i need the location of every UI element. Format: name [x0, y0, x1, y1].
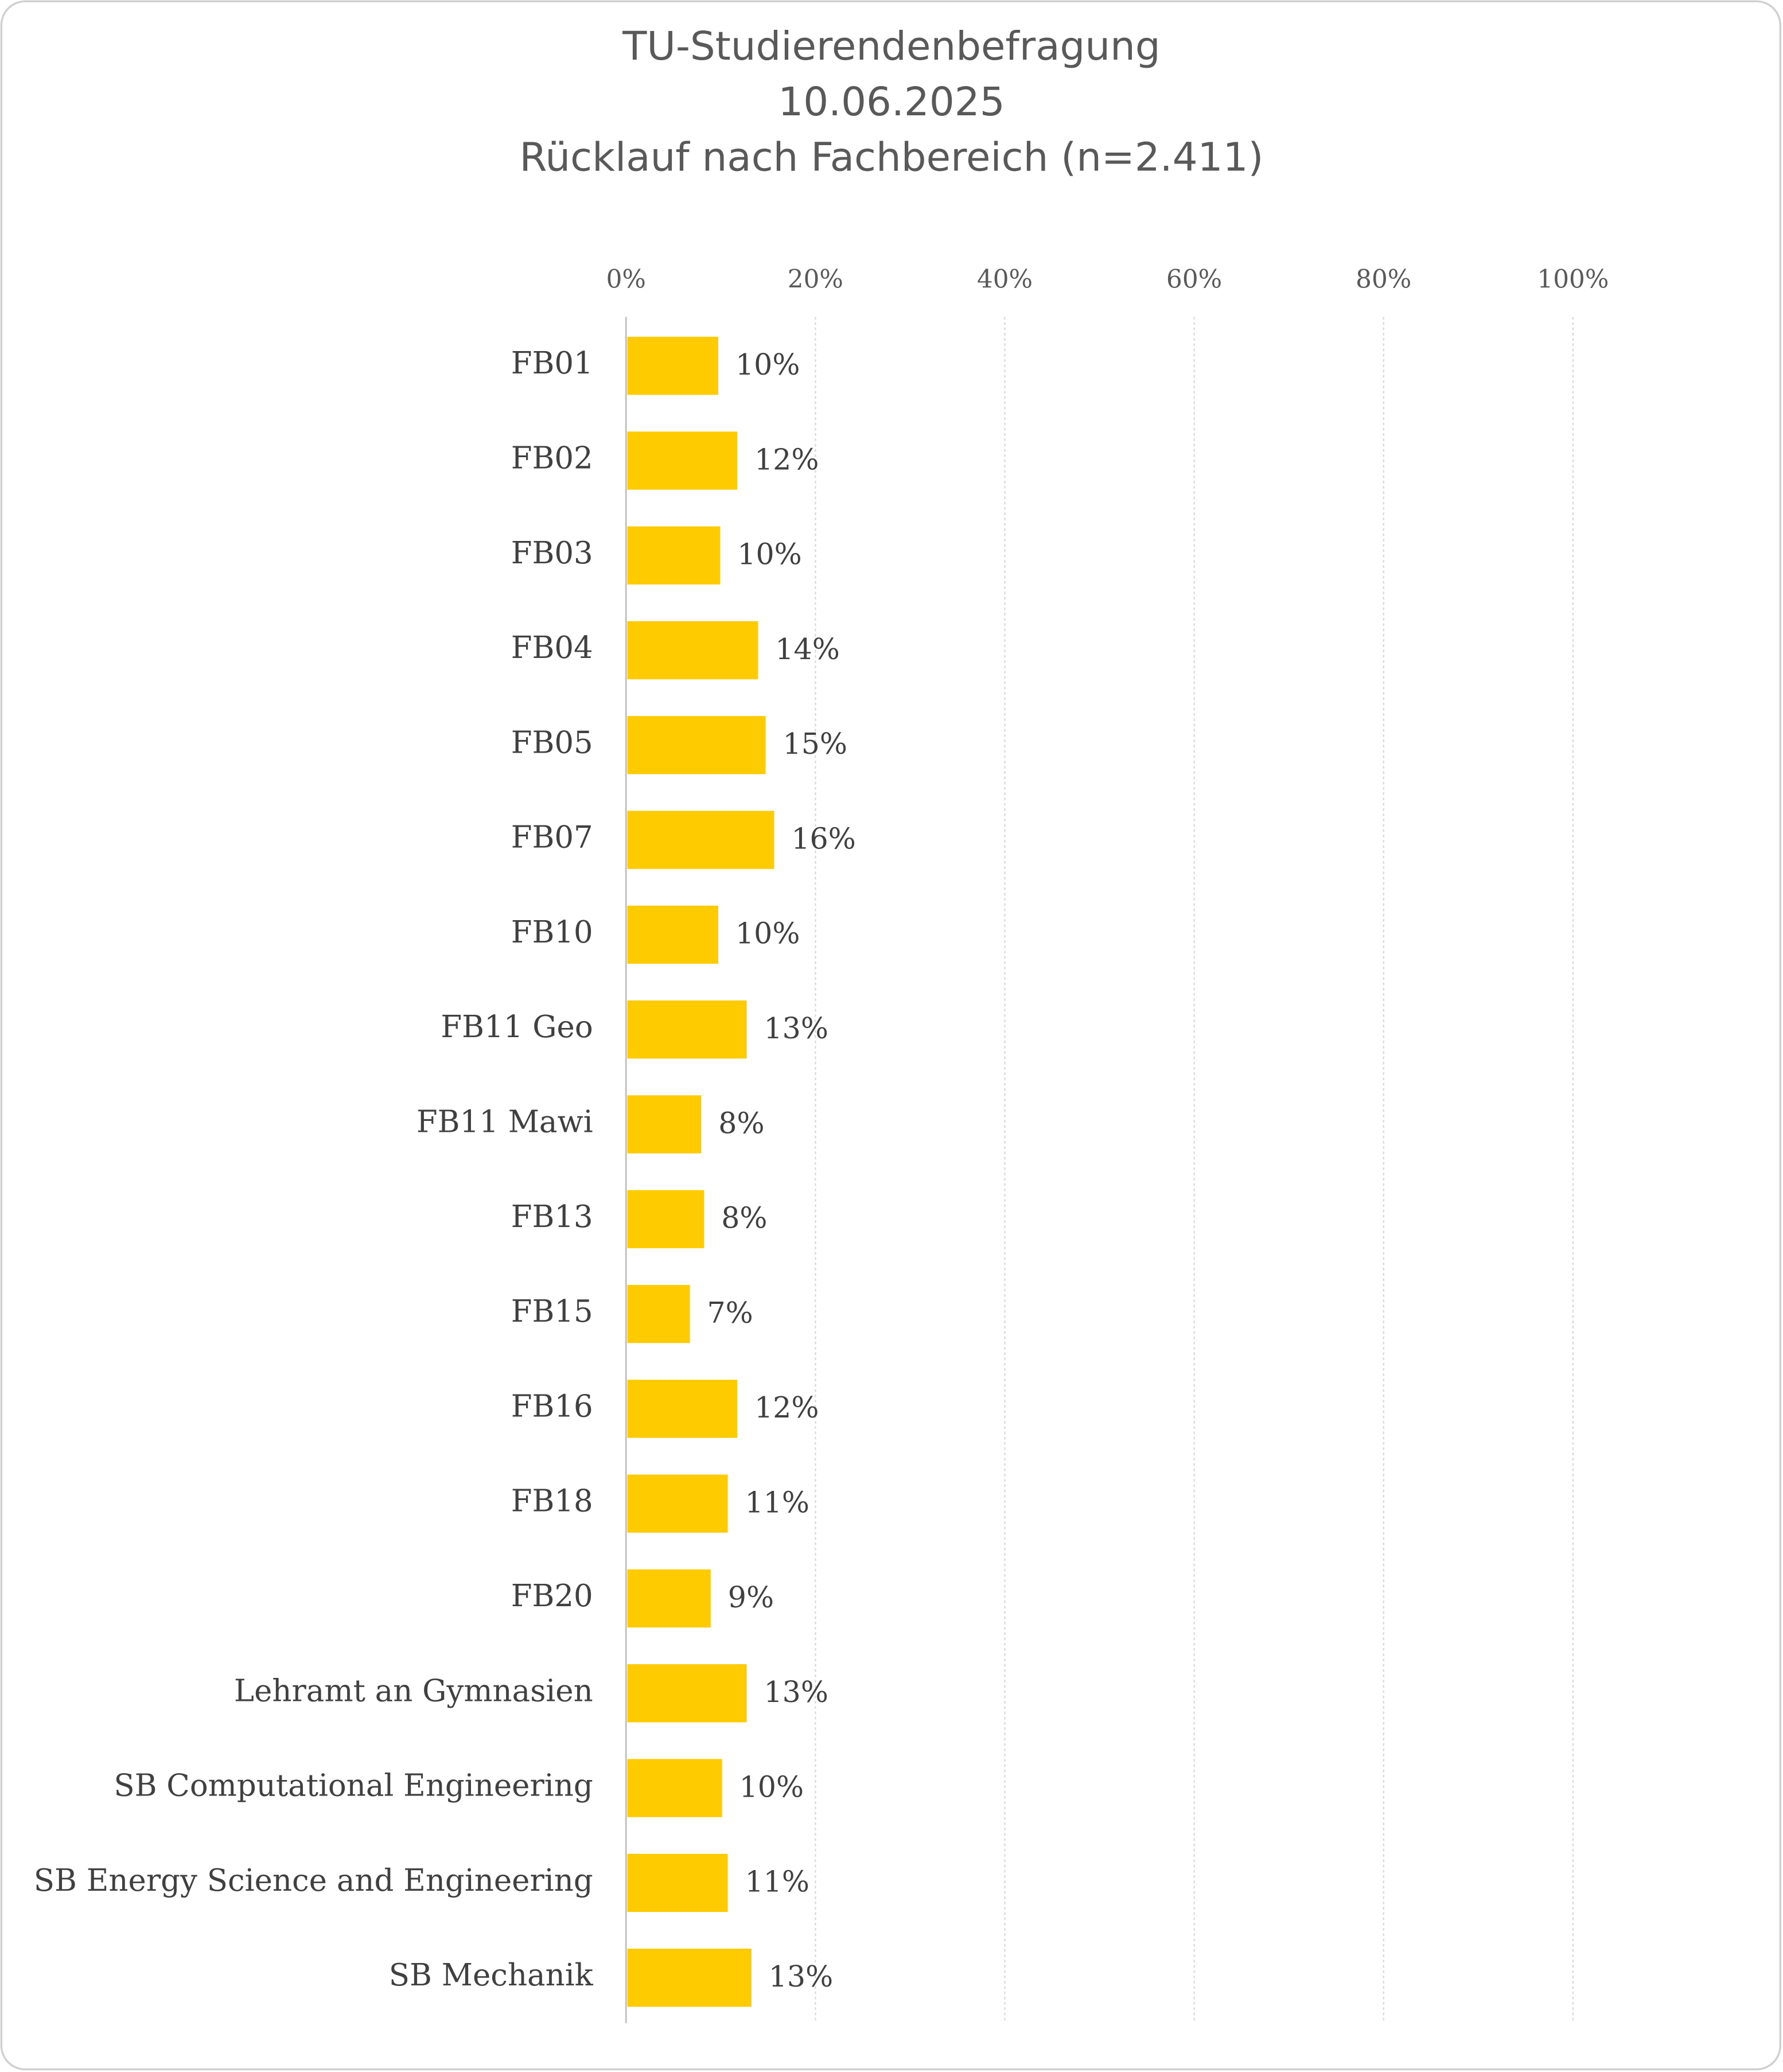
bar: [627, 337, 719, 395]
y-tick-label: FB15: [511, 1294, 593, 1329]
y-tick-label: SB Computational Engineering: [114, 1769, 593, 1804]
bar: [627, 1474, 728, 1533]
bar: [627, 1000, 747, 1059]
data-label: 13%: [764, 1675, 828, 1709]
x-tick-label: 100%: [1537, 264, 1609, 294]
y-tick-label: FB01: [511, 346, 593, 381]
y-tick-label: FB04: [511, 630, 593, 665]
data-label: 10%: [735, 917, 800, 951]
chart-title: TU-Studierendenbefragung: [622, 24, 1160, 69]
data-label: 7%: [707, 1296, 753, 1330]
data-label: 10%: [735, 348, 800, 381]
data-label: 15%: [783, 727, 847, 761]
data-label: 11%: [745, 1865, 809, 1899]
bar: [627, 1759, 722, 1817]
y-tick-label: Lehramt an Gymnasien: [234, 1673, 593, 1708]
bar: [627, 1853, 728, 1912]
y-tick-label: FB13: [511, 1199, 593, 1234]
x-tick-label: 80%: [1356, 264, 1411, 294]
data-label: 12%: [754, 442, 819, 476]
data-label: 8%: [718, 1106, 764, 1140]
chart-title: 10.06.2025: [778, 79, 1005, 125]
bar: [627, 1284, 690, 1343]
bar: [627, 621, 758, 680]
y-tick-label: FB07: [511, 820, 593, 855]
bar: [627, 1569, 711, 1628]
data-label: 13%: [764, 1011, 828, 1045]
data-label: 14%: [775, 632, 840, 666]
y-tick-label: FB11 Geo: [441, 1010, 593, 1045]
bar: [627, 1190, 704, 1248]
bar: [627, 1095, 702, 1154]
data-label: 11%: [745, 1485, 809, 1519]
y-tick-label: FB11 Mawi: [416, 1105, 593, 1140]
x-tick-label: 0%: [606, 264, 646, 294]
data-label: 10%: [737, 538, 802, 571]
data-label: 8%: [721, 1201, 767, 1235]
y-tick-label: SB Mechanik: [389, 1958, 594, 1993]
y-tick-label: FB03: [511, 536, 593, 571]
y-tick-label: FB20: [511, 1579, 593, 1614]
y-tick-label: FB16: [511, 1389, 593, 1424]
y-tick-label: FB05: [511, 725, 593, 760]
data-label: 12%: [754, 1391, 819, 1424]
bar: [627, 811, 774, 869]
y-tick-label: FB02: [511, 441, 593, 476]
bar: [627, 431, 738, 490]
data-label: 16%: [791, 821, 856, 855]
y-tick-label: SB Energy Science and Engineering: [34, 1863, 593, 1898]
bar: [627, 1380, 738, 1438]
y-tick-label: FB18: [511, 1484, 593, 1519]
x-tick-label: 20%: [788, 264, 843, 294]
bar: [627, 1948, 752, 2007]
data-label: 10%: [739, 1770, 804, 1804]
chart-title: Rücklauf nach Fachbereich (n=2.411): [520, 135, 1264, 181]
bar: [627, 1664, 747, 1723]
data-label: 9%: [728, 1580, 774, 1614]
data-label: 13%: [769, 1960, 834, 1993]
x-tick-label: 40%: [977, 264, 1033, 294]
bar: [627, 526, 721, 585]
bar: [627, 905, 719, 964]
bar: [627, 716, 766, 774]
y-tick-label: FB10: [511, 915, 593, 950]
x-tick-label: 60%: [1166, 264, 1222, 294]
